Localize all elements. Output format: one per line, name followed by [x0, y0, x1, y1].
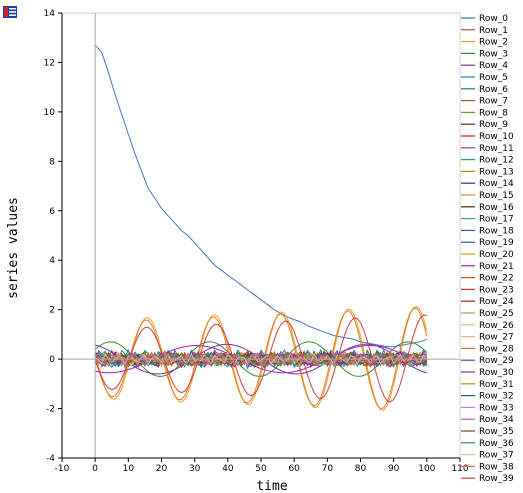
legend-label: Row_22 — [479, 274, 514, 284]
y-tick-label: 12 — [44, 58, 55, 68]
legend-label: Row_35 — [479, 427, 514, 437]
y-tick-label: 2 — [49, 306, 55, 316]
y-tick-label: -4 — [46, 454, 55, 464]
legend-label: Row_28 — [479, 344, 514, 354]
legend-label: Row_37 — [479, 451, 514, 461]
legend-label: Row_3 — [479, 49, 508, 59]
legend-label: Row_33 — [479, 403, 514, 413]
legend-label: Row_15 — [479, 191, 514, 201]
y-axis-title: series values — [6, 197, 21, 299]
legend-label: Row_27 — [479, 333, 514, 343]
legend-label: Row_11 — [479, 144, 514, 154]
legend-label: Row_9 — [479, 120, 508, 130]
legend-label: Row_24 — [479, 297, 514, 307]
legend-label: Row_8 — [479, 108, 508, 118]
legend-label: Row_5 — [479, 73, 508, 83]
legend-label: Row_14 — [479, 179, 514, 189]
legend-label: Row_16 — [479, 203, 514, 213]
legend-label: Row_19 — [479, 238, 514, 248]
legend-label: Row_23 — [479, 285, 514, 295]
plot-area — [61, 12, 461, 459]
legend-label: Row_25 — [479, 309, 514, 319]
series-line-row-0 — [94, 44, 427, 348]
legend-label: Row_29 — [479, 356, 514, 366]
x-tick-label: 90 — [388, 464, 400, 474]
y-tick-label: 4 — [49, 256, 55, 266]
x-tick-label: 80 — [355, 464, 367, 474]
x-tick-label: 110 — [451, 464, 468, 474]
legend-label: Row_36 — [479, 439, 514, 449]
y-tick-label: 6 — [49, 207, 55, 217]
x-tick-label: 40 — [222, 464, 234, 474]
legend-label: Row_10 — [479, 132, 514, 142]
x-tick-label: 60 — [288, 464, 300, 474]
series-line-row-39 — [94, 314, 427, 403]
legend-label: Row_12 — [479, 156, 514, 166]
legend-label: Row_7 — [479, 97, 508, 107]
menu-icon[interactable] — [3, 3, 17, 18]
legend-label: Row_30 — [479, 368, 514, 378]
x-tick-label: -10 — [55, 464, 70, 474]
legend-label: Row_31 — [479, 380, 514, 390]
legend-label: Row_17 — [479, 215, 514, 225]
series-line-row-2 — [94, 305, 428, 411]
tick-labels: -10 0 10 20 30 40 50 60 70 80 90 100 110 -4 -2 0 2 4 6 8 10 1… — [44, 9, 469, 474]
x-tick-label: 70 — [322, 464, 334, 474]
plot-frame — [61, 12, 461, 459]
legend-label: Row_18 — [479, 226, 514, 236]
legend-label: Row_34 — [479, 415, 514, 425]
legend-label: Row_13 — [479, 167, 514, 177]
legend-label: Row_21 — [479, 262, 514, 272]
legend-label: Row_32 — [479, 392, 514, 402]
y-tick-label: 10 — [44, 108, 56, 118]
x-tick-label: 30 — [189, 464, 201, 474]
chart-axes — [58, 12, 461, 462]
x-tick-label: 0 — [92, 464, 98, 474]
legend-label: Row_26 — [479, 321, 514, 331]
legend-label: Row_4 — [479, 61, 508, 71]
series-line-row-38 — [94, 351, 428, 367]
series-line-row-15 — [94, 307, 428, 410]
y-tick-label: 14 — [44, 9, 56, 19]
x-tick-label: 100 — [418, 464, 435, 474]
legend-label: Row_1 — [479, 26, 508, 36]
y-tick-label: 0 — [49, 355, 55, 365]
legend-label: Row_2 — [479, 38, 508, 48]
legend-label: Row_39 — [479, 474, 514, 484]
y-tick-label: -2 — [46, 405, 55, 415]
x-tick-label: 20 — [156, 464, 168, 474]
legend-label: Row_20 — [479, 250, 514, 260]
x-tick-label: 50 — [255, 464, 267, 474]
legend-label: Row_0 — [479, 14, 508, 24]
y-tick-label: 8 — [49, 157, 55, 167]
x-tick-label: 10 — [123, 464, 135, 474]
legend-label: Row_38 — [479, 462, 514, 472]
x-axis-title: time — [256, 479, 287, 493]
legend-label: Row_6 — [479, 85, 508, 95]
